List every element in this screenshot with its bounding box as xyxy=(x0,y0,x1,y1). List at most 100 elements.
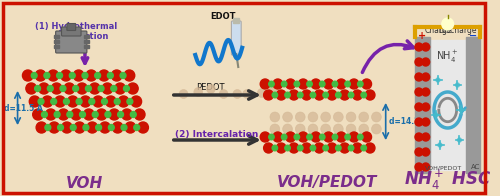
Circle shape xyxy=(264,90,274,100)
Circle shape xyxy=(112,70,122,81)
Circle shape xyxy=(30,96,40,107)
Circle shape xyxy=(83,124,89,131)
Circle shape xyxy=(76,83,88,94)
Circle shape xyxy=(422,133,430,141)
Circle shape xyxy=(102,99,107,104)
Circle shape xyxy=(98,70,110,81)
Circle shape xyxy=(54,96,66,107)
Circle shape xyxy=(31,73,37,79)
Circle shape xyxy=(92,112,98,117)
Circle shape xyxy=(118,112,124,117)
Circle shape xyxy=(102,83,113,94)
Circle shape xyxy=(321,112,330,122)
Circle shape xyxy=(307,81,312,87)
Bar xyxy=(84,35,89,38)
Circle shape xyxy=(134,109,145,120)
Circle shape xyxy=(296,112,305,122)
Circle shape xyxy=(89,99,94,104)
Circle shape xyxy=(120,73,126,79)
Circle shape xyxy=(308,112,318,122)
Circle shape xyxy=(314,90,324,100)
Circle shape xyxy=(128,83,138,94)
Circle shape xyxy=(282,134,287,140)
Circle shape xyxy=(38,83,50,94)
Circle shape xyxy=(109,109,120,120)
Circle shape xyxy=(56,73,62,79)
Circle shape xyxy=(362,132,372,142)
Circle shape xyxy=(72,85,78,92)
Circle shape xyxy=(270,124,280,134)
Circle shape xyxy=(94,73,100,79)
Circle shape xyxy=(96,124,102,131)
Circle shape xyxy=(422,148,430,156)
Circle shape xyxy=(282,112,292,122)
Circle shape xyxy=(346,112,356,122)
Circle shape xyxy=(260,79,270,89)
Circle shape xyxy=(48,85,53,92)
Circle shape xyxy=(334,124,343,134)
Circle shape xyxy=(282,81,287,87)
Circle shape xyxy=(52,83,62,94)
Circle shape xyxy=(48,70,58,81)
Circle shape xyxy=(321,124,330,134)
Circle shape xyxy=(434,113,438,117)
Text: Charge: Charge xyxy=(424,26,452,35)
Circle shape xyxy=(348,92,354,98)
Circle shape xyxy=(302,90,312,100)
Circle shape xyxy=(415,43,423,51)
Circle shape xyxy=(32,109,44,120)
Circle shape xyxy=(76,99,82,104)
Circle shape xyxy=(74,122,85,133)
FancyBboxPatch shape xyxy=(67,24,76,31)
Circle shape xyxy=(362,79,372,89)
Circle shape xyxy=(324,79,334,89)
Circle shape xyxy=(84,109,94,120)
Text: VOH/PEDOT: VOH/PEDOT xyxy=(425,165,462,170)
Circle shape xyxy=(365,143,375,153)
Circle shape xyxy=(80,112,86,117)
Circle shape xyxy=(323,145,328,151)
Circle shape xyxy=(62,122,72,133)
Circle shape xyxy=(70,73,75,79)
Circle shape xyxy=(64,83,74,94)
Circle shape xyxy=(45,124,51,131)
Circle shape xyxy=(264,143,274,153)
Text: Discharge: Discharge xyxy=(438,26,476,35)
Circle shape xyxy=(415,118,423,126)
Circle shape xyxy=(422,73,430,81)
Circle shape xyxy=(340,143,349,153)
Circle shape xyxy=(310,145,316,151)
Text: VOH: VOH xyxy=(66,175,104,191)
Circle shape xyxy=(285,145,290,151)
Bar xyxy=(84,40,89,43)
Circle shape xyxy=(336,79,346,89)
Circle shape xyxy=(122,109,132,120)
Circle shape xyxy=(114,99,120,104)
Circle shape xyxy=(327,90,337,100)
Circle shape xyxy=(80,96,91,107)
FancyBboxPatch shape xyxy=(232,21,241,55)
Circle shape xyxy=(422,43,430,51)
Circle shape xyxy=(415,103,423,111)
Circle shape xyxy=(311,79,321,89)
Circle shape xyxy=(415,163,423,171)
Circle shape xyxy=(73,70,84,81)
Circle shape xyxy=(422,58,430,66)
Circle shape xyxy=(415,133,423,141)
Circle shape xyxy=(352,90,362,100)
Bar xyxy=(54,40,59,43)
Circle shape xyxy=(314,143,324,153)
Circle shape xyxy=(289,90,299,100)
Circle shape xyxy=(298,92,303,98)
Circle shape xyxy=(26,83,36,94)
Circle shape xyxy=(98,85,104,92)
Circle shape xyxy=(270,112,280,122)
Circle shape xyxy=(108,124,114,131)
Circle shape xyxy=(415,58,423,66)
Circle shape xyxy=(352,143,362,153)
Circle shape xyxy=(359,124,368,134)
Circle shape xyxy=(70,124,76,131)
Circle shape xyxy=(415,148,423,156)
Circle shape xyxy=(138,122,148,133)
Circle shape xyxy=(22,70,33,81)
